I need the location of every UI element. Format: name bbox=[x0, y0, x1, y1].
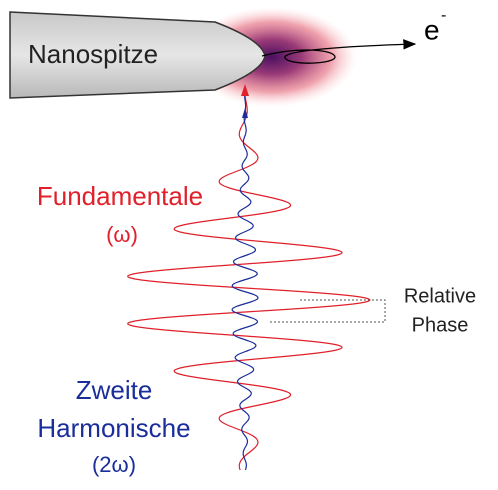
phase-bracket bbox=[380, 300, 385, 322]
fundamental-label: Fundamentale bbox=[37, 181, 203, 211]
harmonic-label: Harmonische bbox=[37, 413, 190, 443]
fundamental-symbol: (ω) bbox=[106, 222, 138, 247]
harmonic-symbol: (2ω) bbox=[92, 452, 136, 477]
harmonic-wave bbox=[232, 92, 258, 470]
harmonic-label: Zweite bbox=[76, 375, 153, 405]
electron-charge: - bbox=[441, 7, 446, 24]
phase-label: Phase bbox=[412, 314, 469, 336]
tip-label: Nanospitze bbox=[28, 39, 158, 69]
phase-label: Relative bbox=[404, 285, 476, 307]
diagram: Nanospitze e - Relative Phase Fundamenta… bbox=[0, 0, 498, 490]
electron-symbol: e bbox=[424, 14, 440, 45]
